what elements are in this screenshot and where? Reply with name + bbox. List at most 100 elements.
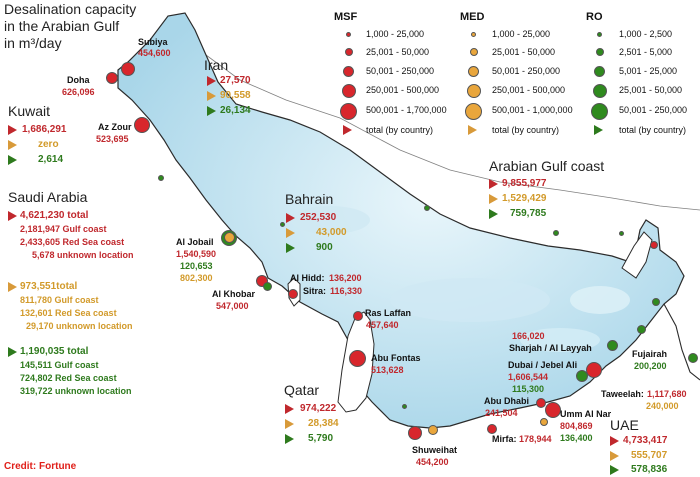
marker-iran-ro-3 bbox=[619, 231, 624, 236]
bahrain-ro-total: 900 bbox=[316, 242, 333, 253]
marker-al-khobar-ro bbox=[263, 282, 272, 291]
uae-med-total: 555,707 bbox=[631, 450, 668, 461]
gulf-of-oman-coast bbox=[663, 303, 700, 381]
legend-ro-total-marker bbox=[594, 125, 603, 135]
site-ras-laffan-name: Ras Laffan bbox=[365, 308, 412, 318]
site-al-hidd-value: 136,200 bbox=[329, 273, 362, 283]
marker-mirfa bbox=[487, 424, 497, 434]
site-taweelah-med: 240,000 bbox=[646, 401, 679, 411]
legend-msf-range-3: 50,001 - 250,000 bbox=[366, 66, 435, 76]
legend-med-dot-1 bbox=[471, 32, 476, 37]
legend-med-total-marker bbox=[468, 125, 477, 135]
marker-abu-dhabi bbox=[536, 398, 546, 408]
site-dubai-msf: 1,606,544 bbox=[508, 372, 549, 382]
bahrain-name: Bahrain bbox=[285, 191, 334, 207]
marker-umm-al-nar bbox=[545, 402, 561, 418]
marker-abu-fontas bbox=[349, 350, 366, 367]
marker-ras-laffan bbox=[353, 311, 363, 321]
legend-med-dot-4 bbox=[467, 84, 481, 98]
site-fujairah-value: 200,200 bbox=[634, 361, 667, 371]
legend-msf-range-1: 1,000 - 25,000 bbox=[366, 29, 425, 39]
site-ras-laffan-value: 457,640 bbox=[366, 320, 399, 330]
legend-ro-title: RO bbox=[586, 11, 603, 23]
iran-ro-total: 26,134 bbox=[220, 105, 251, 116]
saudi-ro-total: 1,190,035 total bbox=[20, 346, 89, 357]
iran-name: Iran bbox=[204, 57, 229, 73]
legend-med-range-1: 1,000 - 25,000 bbox=[492, 29, 551, 39]
saudi-med-red: 132,601 Red Sea coast bbox=[20, 308, 117, 318]
uae-name: UAE bbox=[610, 417, 639, 433]
legend-med-range-2: 25,001 - 50,000 bbox=[492, 47, 556, 57]
legend-msf-dot-5 bbox=[340, 103, 357, 120]
legend-msf-dot-1 bbox=[346, 32, 351, 37]
legend-ro-dot-3 bbox=[594, 66, 605, 77]
bahrain-med-marker bbox=[286, 228, 295, 238]
legend-msf-total: total (by country) bbox=[366, 125, 434, 135]
marker-coast-1 bbox=[158, 175, 164, 181]
marker-sharjah-ro bbox=[607, 340, 618, 351]
gulf-coast-med-total: 1,529,429 bbox=[502, 193, 547, 204]
site-az-zour-value: 523,695 bbox=[96, 134, 129, 144]
marker-doha bbox=[106, 72, 118, 84]
uae-ro-marker bbox=[610, 465, 619, 475]
legend-ro-range-3: 5,001 - 25,000 bbox=[619, 66, 678, 76]
legend-msf-range-5: 500,001 - 1,700,000 bbox=[366, 105, 447, 115]
legend-med-range-5: 500,001 - 1,000,000 bbox=[492, 105, 573, 115]
map-title-line-2: in the Arabian Gulf bbox=[4, 18, 120, 34]
legend-msf-total-marker bbox=[343, 125, 352, 135]
uae-msf-marker bbox=[610, 436, 619, 446]
kuwait-ro-total: 2,614 bbox=[38, 154, 64, 165]
marker-az-zour bbox=[134, 117, 150, 133]
marker-iran-ro-1 bbox=[424, 205, 430, 211]
legend-med-range-3: 50,001 - 250,000 bbox=[492, 66, 561, 76]
bahrain-msf-total: 252,530 bbox=[300, 212, 337, 223]
legend-msf-title: MSF bbox=[334, 11, 358, 23]
marker-subiya bbox=[121, 62, 135, 76]
site-sharjah-value: 166,020 bbox=[512, 331, 545, 341]
legend-ro-dot-2 bbox=[596, 48, 604, 56]
map-title-line-3: in m³/day bbox=[4, 35, 62, 51]
marker-qatar-ro bbox=[402, 404, 407, 409]
legend-ro-dot-5 bbox=[591, 103, 608, 120]
site-mirfa-value: 178,944 bbox=[519, 434, 552, 444]
site-dubai-ro: 115,300 bbox=[512, 384, 545, 394]
site-doha-name: Doha bbox=[67, 75, 90, 85]
site-subiya-value: 454,600 bbox=[138, 48, 171, 58]
marker-taweelah bbox=[540, 418, 548, 426]
legend-med-total: total (by country) bbox=[492, 125, 560, 135]
saudi-ro-red: 724,802 Red Sea coast bbox=[20, 373, 117, 383]
legend-ro-range-4: 25,001 - 50,000 bbox=[619, 85, 683, 95]
site-shuweihat-name: Shuweihat bbox=[412, 445, 458, 455]
site-al-hidd-name: Al Hidd: bbox=[290, 273, 325, 283]
saudi-msf-marker bbox=[8, 211, 17, 221]
marker-al-hidd bbox=[288, 289, 298, 299]
kuwait-med-marker bbox=[8, 140, 17, 150]
site-al-khobar-name: Al Khobar bbox=[212, 289, 256, 299]
legend-msf-dot-3 bbox=[343, 66, 354, 77]
marker-dubai-ro bbox=[576, 370, 588, 382]
site-az-zour-name: Az Zour bbox=[98, 122, 132, 132]
marker-al-jobail-med bbox=[224, 232, 235, 243]
qatar-msf-marker bbox=[285, 404, 294, 414]
qatar-med-marker bbox=[285, 419, 294, 429]
site-umm-al-nar-name: Umm Al Nar bbox=[560, 409, 612, 419]
qatar-med-total: 28,384 bbox=[308, 418, 339, 429]
site-subiya-name: Subiya bbox=[138, 37, 168, 47]
uae-msf-total: 4,733,417 bbox=[623, 435, 668, 446]
credit-label: Credit: Fortune bbox=[4, 461, 77, 472]
map-title-line-1: Desalination capacity bbox=[4, 1, 137, 17]
site-doha-value: 626,096 bbox=[62, 87, 95, 97]
saudi-name: Saudi Arabia bbox=[8, 189, 88, 205]
kuwait-msf-marker bbox=[8, 125, 17, 135]
uae-med-marker bbox=[610, 451, 619, 461]
iran-msf-total: 27,570 bbox=[220, 75, 251, 86]
kuwait-ro-marker bbox=[8, 155, 17, 165]
marker-dubai bbox=[586, 362, 602, 378]
kuwait-med-total: zero bbox=[38, 139, 59, 150]
legend-ro-dot-4 bbox=[593, 84, 607, 98]
saudi-med-marker bbox=[8, 282, 17, 292]
bahrain-med-total: 43,000 bbox=[316, 227, 347, 238]
marker-bahrain-ro bbox=[280, 222, 285, 227]
uae-ro-total: 578,836 bbox=[631, 464, 668, 475]
